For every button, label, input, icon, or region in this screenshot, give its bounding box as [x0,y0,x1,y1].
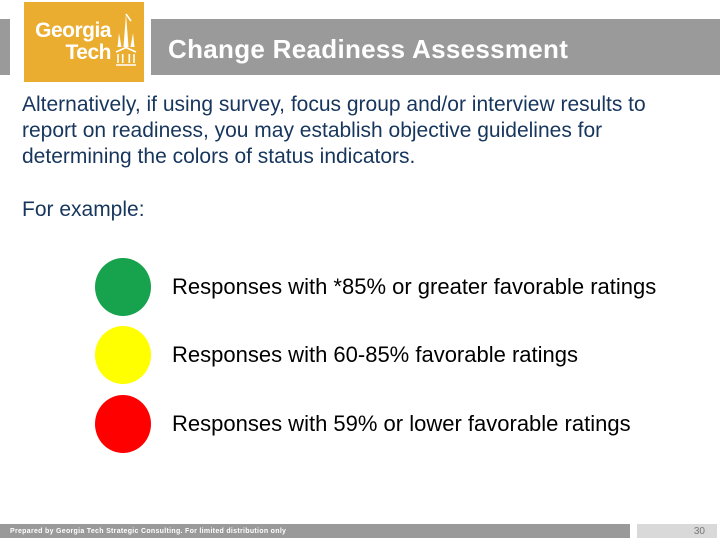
page-number-box: 30 [637,524,717,538]
header-left-accent [0,19,10,75]
page-number: 30 [693,525,705,537]
logo-word-georgia: Georgia [35,19,111,42]
yellow-indicator-label: Responses with 60-85% favorable ratings [172,342,579,367]
red-status-circle [95,395,151,453]
logo-word-tech: Tech [65,41,112,64]
green-status-circle [95,258,151,316]
georgia-tech-logo: Georgia Tech [24,2,144,82]
footer-attribution-text: Prepared by Georgia Tech Strategic Consu… [10,527,287,535]
body-paragraph: Alternatively, if using survey, focus gr… [22,93,646,168]
tech-tower-icon [115,13,137,66]
red-indicator-label: Responses with 59% or lower favorable ra… [172,411,631,436]
yellow-status-circle [95,326,151,384]
logo-wordmark: Georgia Tech [35,20,111,64]
footer-bar: Prepared by Georgia Tech Strategic Consu… [0,524,630,538]
slide-title: Change Readiness Assessment [168,33,569,64]
title-banner: Change Readiness Assessment [151,19,720,75]
indicator-row-green: Responses with *85% or greater favorable… [95,258,656,316]
indicator-row-yellow: Responses with 60-85% favorable ratings [95,326,578,384]
for-example-label: For example: [22,198,145,221]
green-indicator-label: Responses with *85% or greater favorable… [172,274,657,299]
indicator-row-red: Responses with 59% or lower favorable ra… [95,395,631,453]
